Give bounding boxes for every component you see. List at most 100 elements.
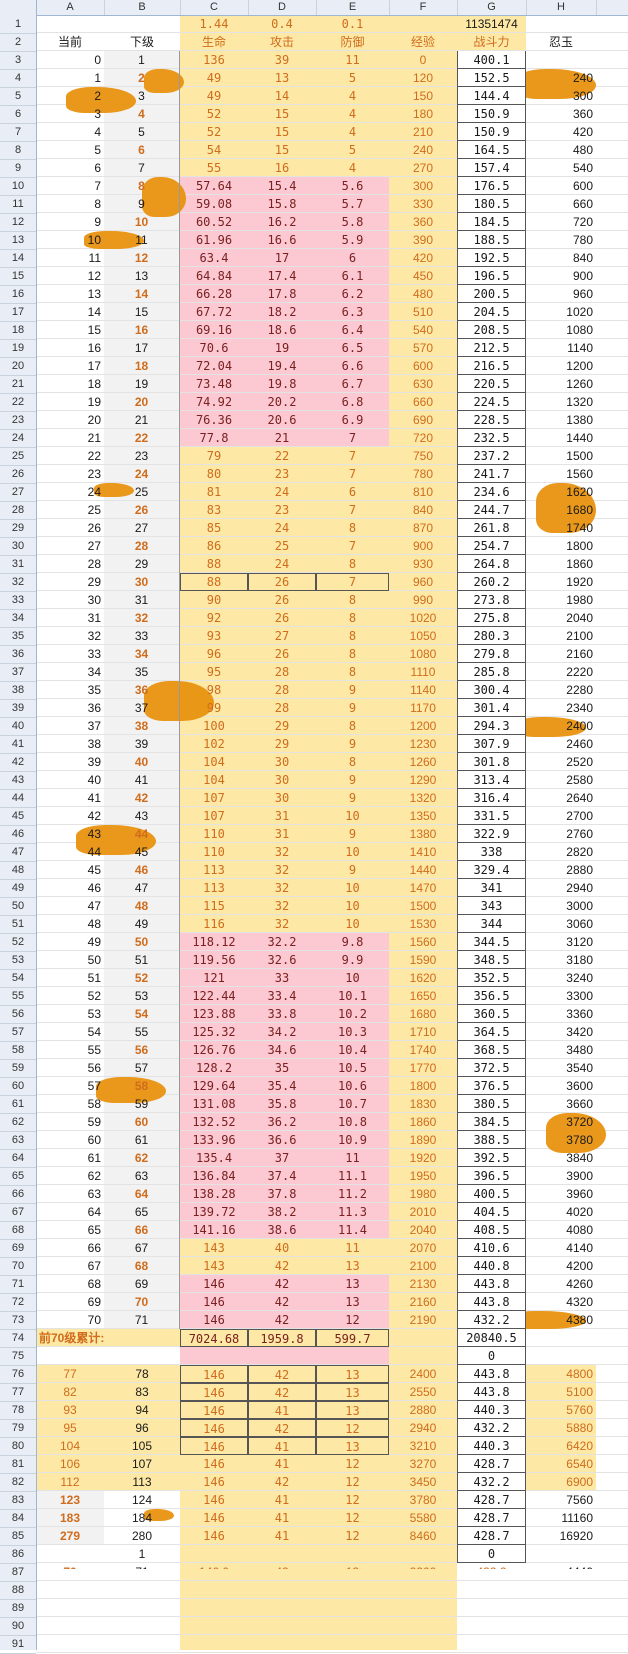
cell-a[interactable]: 29 <box>87 575 101 589</box>
cell-c[interactable]: 88 <box>206 575 222 589</box>
cell-b[interactable]: 62 <box>104 1149 180 1167</box>
row-header[interactable]: 28 <box>0 501 36 520</box>
cell-a[interactable]: 53 <box>87 1007 101 1021</box>
column-header-b[interactable]: B <box>104 0 181 15</box>
row-header[interactable]: 47 <box>0 843 36 862</box>
cell-g[interactable]: 204.5 <box>457 303 526 321</box>
cell-g[interactable]: 356.5 <box>457 987 526 1005</box>
cell-d[interactable]: 33.8 <box>267 1007 297 1021</box>
cell-a[interactable]: 19 <box>87 395 101 409</box>
cell-b[interactable]: 34 <box>104 645 180 663</box>
cell-h[interactable]: 1260 <box>566 377 593 391</box>
cell-a[interactable]: 112 <box>60 1475 80 1489</box>
cell-c[interactable]: 146 <box>203 1529 225 1543</box>
column-header-e[interactable]: E <box>316 0 390 15</box>
cell-b[interactable]: 10 <box>104 213 180 231</box>
cell-f[interactable]: 540 <box>412 323 434 337</box>
cell-f[interactable]: 1140 <box>410 683 436 697</box>
cell-c[interactable]: 136.84 <box>192 1169 236 1183</box>
cell-b[interactable]: 28 <box>104 537 180 555</box>
cell-f[interactable]: 2070 <box>409 1241 437 1255</box>
row-header[interactable]: 37 <box>0 663 36 682</box>
cell-f[interactable]: 3450 <box>409 1475 437 1489</box>
cell-g[interactable]: 376.5 <box>457 1077 526 1095</box>
cell-c[interactable]: 60.52 <box>195 215 233 229</box>
cell-d[interactable]: 37 <box>274 1151 290 1165</box>
cell-g[interactable]: 322.9 <box>457 825 526 843</box>
cell-c[interactable]: 146 <box>203 1313 225 1327</box>
cell-c[interactable]: 52 <box>206 107 222 121</box>
cell-h[interactable]: 720 <box>572 215 593 229</box>
cell-e[interactable]: 7 <box>348 539 357 553</box>
cell-f[interactable]: 2880 <box>409 1403 437 1417</box>
cell-h[interactable]: 3420 <box>566 1025 593 1039</box>
row-header[interactable]: 74 <box>0 1329 36 1348</box>
row-header[interactable]: 18 <box>0 321 36 340</box>
cell-g[interactable]: 428.7 <box>457 1527 526 1545</box>
cell-g[interactable]: 440.3 <box>457 1401 526 1419</box>
cell-h[interactable]: 4440 <box>526 1563 596 1569</box>
cell-f[interactable]: 1770 <box>409 1061 437 1075</box>
cell-f[interactable]: 1020 <box>409 611 437 625</box>
cell-g[interactable]: 404.5 <box>457 1203 526 1221</box>
cell-f[interactable]: 390 <box>412 233 434 247</box>
cell-a[interactable]: 24 <box>87 485 101 499</box>
cell-f[interactable]: 300 <box>412 179 434 193</box>
cell-c[interactable]: 102 <box>203 737 225 751</box>
cell-d[interactable]: 30 <box>274 773 290 787</box>
cell-e[interactable]: 11.1 <box>338 1169 367 1183</box>
cell-g[interactable]: 200.5 <box>457 285 526 303</box>
row-header[interactable]: 8 <box>0 141 36 160</box>
cell-e[interactable]: 9 <box>348 737 357 751</box>
cell-a[interactable]: 7 <box>94 179 101 193</box>
cell-g[interactable]: 307.9 <box>457 735 526 753</box>
cell-c[interactable]: 69.16 <box>195 323 233 337</box>
cell-e[interactable]: 4 <box>348 125 357 139</box>
cell-a[interactable]: 56 <box>87 1061 101 1075</box>
cell-h[interactable]: 2400 <box>566 719 593 733</box>
cell-b[interactable]: 113 <box>132 1475 152 1489</box>
cell-f[interactable]: 2190 <box>409 1313 437 1327</box>
cell-a[interactable]: 42 <box>87 809 101 823</box>
cell-g[interactable]: 316.4 <box>457 789 526 807</box>
cell-a[interactable]: 48 <box>87 917 101 931</box>
cell-d[interactable]: 20.6 <box>267 413 297 427</box>
cell-e[interactable]: 6.7 <box>341 377 364 391</box>
cell-c[interactable]: 52 <box>206 125 222 139</box>
cell-f[interactable]: 2040 <box>409 1223 437 1237</box>
cell-a[interactable]: 123 <box>59 1493 81 1507</box>
cell-b[interactable]: 16 <box>104 321 180 339</box>
cell-f[interactable]: 2160 <box>409 1295 437 1309</box>
cell-f[interactable]: 1590 <box>409 953 437 967</box>
cell-e[interactable]: 10 <box>345 881 360 895</box>
cell-e[interactable]: 9 <box>348 863 357 877</box>
row-header[interactable]: 45 <box>0 807 36 826</box>
row-header[interactable]: 25 <box>0 447 36 466</box>
cell-f[interactable]: 840 <box>412 503 434 517</box>
cell-f[interactable]: 3210 <box>409 1439 437 1453</box>
cell-a[interactable]: 64 <box>87 1205 101 1219</box>
cell-c[interactable]: 90 <box>206 593 222 607</box>
cell-g[interactable]: 443.8 <box>457 1275 526 1293</box>
cell-a[interactable]: 14 <box>87 305 101 319</box>
cell-h[interactable]: 4380 <box>566 1313 593 1327</box>
row-header[interactable]: 46 <box>0 825 36 844</box>
cell-b[interactable]: 41 <box>104 771 180 789</box>
cell-d[interactable]: 42 <box>248 1365 316 1383</box>
cell-h[interactable]: 3180 <box>566 953 593 967</box>
cell-g[interactable]: 338 <box>457 843 526 861</box>
cell-h[interactable]: 2820 <box>566 845 593 859</box>
cell-f[interactable]: 1260 <box>409 755 437 769</box>
cell-c[interactable]: 146 <box>203 1277 225 1291</box>
cell-g[interactable]: 410.6 <box>457 1239 526 1257</box>
cell-b[interactable]: 23 <box>104 447 180 465</box>
cell-d[interactable]: 37.8 <box>267 1187 297 1201</box>
cell-a[interactable]: 63 <box>87 1187 101 1201</box>
row-header[interactable]: 81 <box>0 1455 36 1474</box>
cell-e[interactable]: 8 <box>348 719 357 733</box>
cell-e[interactable]: 5.9 <box>341 233 364 247</box>
cell-b[interactable]: 13 <box>104 267 180 285</box>
cell-e[interactable]: 13 <box>316 1401 389 1419</box>
cell-b[interactable]: 69 <box>104 1275 180 1293</box>
cell-a[interactable]: 51 <box>87 971 101 985</box>
